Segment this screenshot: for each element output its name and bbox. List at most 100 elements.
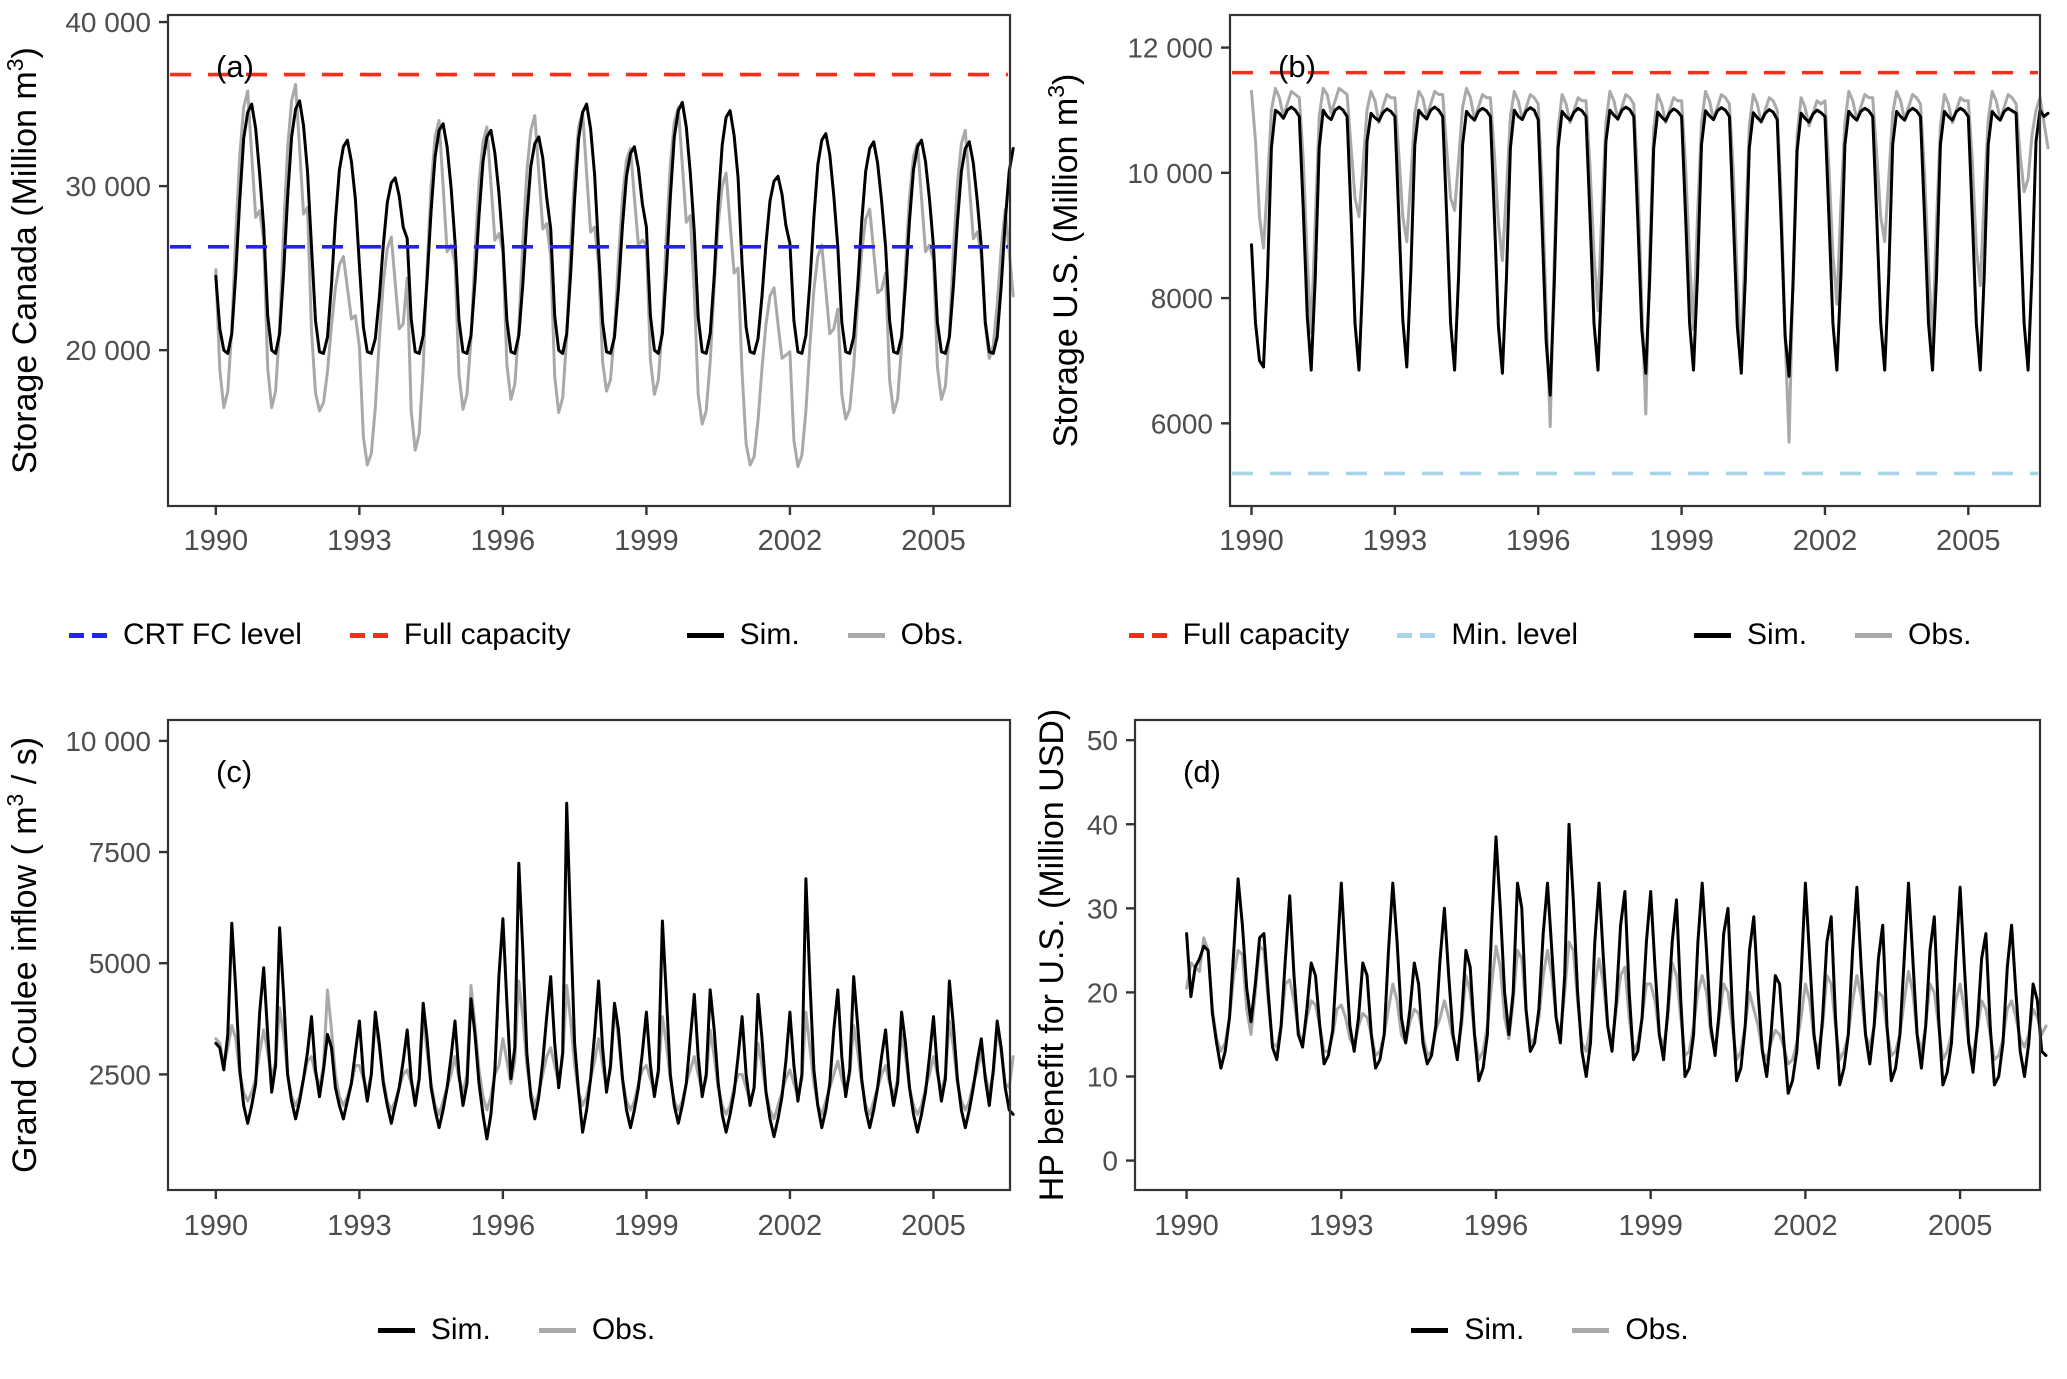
x-tick-label: 2002 — [758, 525, 823, 557]
series-sim — [1250, 105, 2050, 397]
legend-label: Obs. — [1908, 618, 1972, 651]
y-tick-label: 20 000 — [65, 335, 151, 366]
x-tick-label: 2005 — [1928, 1210, 1993, 1242]
dashed-line-key-icon — [1128, 632, 1167, 638]
series-obs — [214, 82, 1015, 469]
x-tick-label: 1999 — [1618, 1210, 1683, 1242]
panel-d-legend: Sim. Obs. — [1033, 1307, 2067, 1353]
panel-a-plot: 20 000 30 000 40 000 1990 1993 1996 1999 2002 20… — [0, 0, 1033, 570]
solid-line-key-icon — [377, 1327, 415, 1333]
y-axis-title: Storage U.S. (Million m3) — [1043, 74, 1085, 448]
panel-c-cell: 2500 5000 7500 10 000 1990 1993 1996 1999 2002 20… — [0, 690, 1033, 1379]
legend-item-sim: Sim. — [377, 1313, 491, 1347]
x-tick-label: 1996 — [1464, 1210, 1529, 1242]
solid-line-key-icon — [1411, 1327, 1449, 1333]
x-tick-label: 1993 — [327, 1210, 392, 1242]
panel-a-legend: CRT FC level Full capacity Sim. Obs. — [0, 612, 1033, 658]
panel-c-plot: 2500 5000 7500 10 000 1990 1993 1996 1999 2002 20… — [0, 690, 1033, 1265]
panel-d-plot: 0 10 20 30 40 50 1990 1993 1996 1999 2002 2005 (d) HP… — [1033, 690, 2067, 1265]
legend-item-obs: Obs. — [847, 618, 965, 652]
panel-tag: (d) — [1183, 754, 1221, 789]
legend-label: Sim. — [1464, 1313, 1525, 1346]
y-tick-label: 40 — [1087, 809, 1118, 840]
y-tick-label: 7500 — [89, 837, 151, 868]
legend-item-full-capacity: Full capacity — [1128, 618, 1350, 652]
y-tick-label: 10 000 — [65, 726, 151, 757]
y-tick-label: 20 — [1087, 977, 1118, 1008]
y-axis-title: HP benefit for U.S. (Million USD) — [1033, 709, 1071, 1202]
y-tick-label: 5000 — [89, 948, 151, 979]
x-tick-label: 2005 — [901, 525, 966, 557]
chart-panel-d: 0 10 20 30 40 50 1990 1993 1996 1999 2002 2005 (d) HP… — [1033, 709, 2048, 1242]
legend-item-sim: Sim. — [1694, 618, 1807, 652]
legend-label: Full capacity — [403, 618, 571, 651]
panel-tag: (b) — [1278, 49, 1316, 84]
x-tick-label: 2002 — [758, 1210, 823, 1242]
x-tick-label: 1993 — [1363, 525, 1428, 557]
x-tick-label: 2002 — [1793, 525, 1858, 557]
y-tick-label: 30 000 — [65, 171, 151, 202]
solid-line-key-icon — [1855, 632, 1893, 638]
solid-line-key-icon — [1694, 632, 1732, 638]
y-tick-label: 40 000 — [65, 7, 151, 38]
x-tick-label: 1993 — [327, 525, 392, 557]
legend-label: Min. level — [1451, 618, 1579, 651]
solid-line-key-icon — [686, 632, 724, 638]
y-tick-label: 10 — [1087, 1061, 1118, 1092]
legend-label: Obs. — [1625, 1313, 1689, 1346]
x-tick-label: 1996 — [471, 1210, 536, 1242]
x-tick-label: 2005 — [1936, 525, 2001, 557]
y-tick-label: 12 000 — [1127, 33, 1213, 64]
legend-label: Obs. — [591, 1313, 656, 1346]
y-tick-label: 6000 — [1151, 408, 1213, 439]
panel-d-cell: 0 10 20 30 40 50 1990 1993 1996 1999 2002 2005 (d) HP… — [1033, 690, 2067, 1379]
solid-line-key-icon — [538, 1327, 576, 1333]
dashed-line-key-icon — [349, 632, 388, 638]
x-tick-label: 2002 — [1773, 1210, 1838, 1242]
panel-tag: (c) — [216, 754, 252, 789]
panel-c-legend: Sim. Obs. — [0, 1307, 1033, 1353]
x-tick-label: 1990 — [1219, 525, 1284, 557]
dashed-line-key-icon — [1397, 632, 1436, 638]
y-tick-label: 0 — [1102, 1146, 1118, 1177]
solid-line-key-icon — [847, 632, 885, 638]
y-tick-label: 2500 — [89, 1059, 151, 1090]
legend-item-min-level: Min. level — [1397, 618, 1578, 652]
legend-item-sim: Sim. — [1411, 1313, 1524, 1347]
y-tick-label: 50 — [1087, 725, 1118, 756]
x-tick-label: 1990 — [184, 1210, 249, 1242]
y-axis-title: Grand Coulee inflow ( m3 / s) — [2, 737, 44, 1173]
dashed-line-key-icon — [68, 632, 107, 638]
chart-panel-b: 6000 8000 10 000 12 000 1990 1993 1996 1999 2002… — [1043, 13, 2050, 557]
x-tick-label: 1990 — [184, 525, 249, 557]
x-tick-label: 1999 — [1649, 525, 1714, 557]
chart-panel-a: 20 000 30 000 40 000 1990 1993 1996 1999 2002 20… — [2, 7, 1015, 557]
x-tick-label: 1993 — [1309, 1210, 1374, 1242]
legend-label: Sim. — [739, 618, 800, 651]
x-tick-label: 1990 — [1154, 1210, 1219, 1242]
legend-label: Obs. — [900, 618, 965, 651]
legend-label: Sim. — [430, 1313, 491, 1346]
legend-item-obs: Obs. — [1572, 1313, 1689, 1347]
x-tick-label: 1996 — [1506, 525, 1571, 557]
panel-b-plot: 6000 8000 10 000 12 000 1990 1993 1996 1999 2002… — [1033, 0, 2067, 570]
panel-b-cell: 6000 8000 10 000 12 000 1990 1993 1996 1999 2002… — [1033, 0, 2067, 690]
x-tick-label: 1996 — [471, 525, 536, 557]
panel-tag: (a) — [216, 49, 254, 84]
chart-panel-c: 2500 5000 7500 10 000 1990 1993 1996 1999 2002 20… — [2, 718, 1015, 1242]
y-tick-label: 30 — [1087, 893, 1118, 924]
panel-b-legend: Full capacity Min. level Sim. Obs. — [1033, 612, 2067, 658]
legend-item-crt-fc-level: CRT FC level — [68, 618, 302, 652]
legend-item-full-capacity: Full capacity — [349, 618, 571, 652]
solid-line-key-icon — [1572, 1327, 1610, 1333]
legend-item-obs: Obs. — [1855, 618, 1971, 652]
y-axis-title: Storage Canada (Million m3) — [2, 47, 44, 474]
panel-a-cell: 20 000 30 000 40 000 1990 1993 1996 1999 2002 20… — [0, 0, 1033, 690]
legend-label: Full capacity — [1182, 618, 1350, 651]
legend-label: CRT FC level — [122, 618, 302, 651]
y-tick-label: 10 000 — [1127, 158, 1213, 189]
legend-item-obs: Obs. — [538, 1313, 656, 1347]
legend-item-sim: Sim. — [686, 618, 800, 652]
series-sim — [214, 99, 1015, 355]
